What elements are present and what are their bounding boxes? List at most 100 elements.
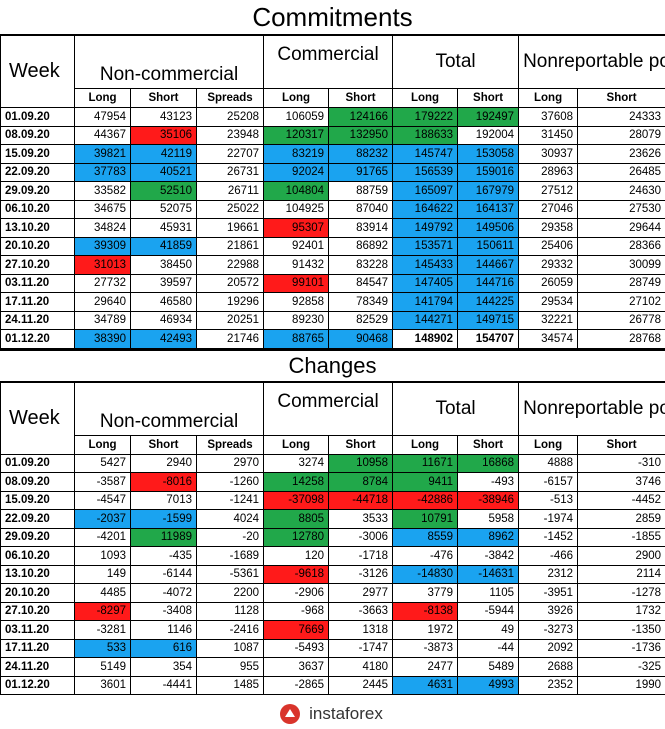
nr-long-cell: 37608 (518, 107, 579, 127)
nr-short-cell: -310 (577, 453, 665, 473)
nr-short-cell: 24630 (577, 181, 665, 201)
comm-short-cell: 83914 (328, 218, 394, 238)
week-cell: 20.10.20 (0, 236, 75, 256)
week-cell: 20.10.20 (0, 583, 75, 603)
comm-long-cell: 89230 (263, 310, 330, 330)
nr-long-cell: -466 (518, 546, 579, 566)
comm-short-cell: -3126 (328, 564, 394, 584)
nr-short-cell: 24333 (577, 107, 665, 127)
nr-short-cell: 29644 (577, 218, 665, 238)
total-short-cell: 5489 (457, 657, 520, 677)
nc-short-cell: 1146 (130, 620, 197, 640)
total-long-cell: 8559 (392, 527, 459, 547)
week-cell: 24.11.20 (0, 657, 75, 677)
comm-long-cell: 92401 (263, 236, 330, 256)
nc-spreads-cell: 20251 (195, 310, 265, 330)
total-short-cell: 192004 (457, 125, 520, 145)
table-row: 08.09.20 44367 35106 23948 120317 132950 18863… (0, 125, 665, 145)
commitments-table: Week Non-commercial Commercial Total Non… (0, 35, 665, 349)
comm-long-cell: 7669 (263, 620, 330, 640)
week-cell: 06.10.20 (0, 546, 75, 566)
total-long-cell: 147405 (392, 273, 459, 293)
total-long-cell: 165097 (392, 181, 459, 201)
comm-long-cell: -2906 (263, 583, 330, 603)
nr-short-cell: 30099 (577, 255, 665, 275)
total-short-cell: -3842 (457, 546, 520, 566)
nr-long-cell: 2092 (518, 638, 579, 658)
table-row: 01.09.20 5427 2940 2970 3274 10958 11671 16868 4… (0, 453, 665, 473)
comm-long-cell: 120 (263, 546, 330, 566)
week-cell: 03.11.20 (0, 620, 75, 640)
nr-long-cell: 25406 (518, 236, 579, 256)
nc-spreads-cell: 955 (195, 657, 265, 677)
total-short-cell: 153058 (457, 144, 520, 164)
nr-short-cell: 26485 (577, 162, 665, 182)
comm-short-cell: 87040 (328, 199, 394, 219)
nc-spreads-cell: 1128 (195, 601, 265, 621)
nr-long-cell: 2312 (518, 564, 579, 584)
nr-short-cell: 1732 (577, 601, 665, 621)
nr-long-cell: 3926 (518, 601, 579, 621)
total-long-cell: 153571 (392, 236, 459, 256)
nc-short-cell: -4441 (130, 675, 197, 695)
nc-short-cell: 52075 (130, 199, 197, 219)
nc-spreads-cell: -5361 (195, 564, 265, 584)
table-row: 08.09.20 -3587 -8016 -1260 14258 8784 9411 -493… (0, 472, 665, 492)
nc-spreads-cell: 20572 (195, 273, 265, 293)
total-short-cell: 150611 (457, 236, 520, 256)
nr-long-cell: 28963 (518, 162, 579, 182)
table-row: 15.09.20 -4547 7013 -1241 -37098 -44718 -42886… (0, 490, 665, 510)
nr-short-cell: 1990 (577, 675, 665, 695)
nc-long-cell: 47954 (74, 107, 131, 127)
total-short-cell: 149715 (457, 310, 520, 330)
nr-short-cell: 2114 (577, 564, 665, 584)
nr-long-cell: -6157 (518, 472, 579, 492)
nc-short-cell: 2940 (130, 453, 197, 473)
nc-short-cell: -435 (130, 546, 197, 566)
total-short-cell: 16868 (457, 453, 520, 473)
nc-spreads-cell: 21746 (195, 329, 265, 349)
nc-short-cell: 354 (130, 657, 197, 677)
table-row: 01.12.20 38390 42493 21746 88765 90468 148902 1… (0, 329, 665, 349)
comm-short-cell: 8784 (328, 472, 394, 492)
nc-spreads-cell: 2970 (195, 453, 265, 473)
table-row: 22.09.20 37783 40521 26731 92024 91765 156539 1… (0, 162, 665, 182)
nc-short-header: Short (130, 88, 197, 108)
nonreportable-header: Nonreportable positions (518, 35, 665, 89)
nr-short-cell: -4452 (577, 490, 665, 510)
week-cell: 17.11.20 (0, 638, 75, 658)
comm-short-cell: 88232 (328, 144, 394, 164)
total-long-cell: -14830 (392, 564, 459, 584)
nc-spreads-cell: 19661 (195, 218, 265, 238)
nr-short-cell: 2859 (577, 509, 665, 529)
week-cell: 03.11.20 (0, 273, 75, 293)
total-short-cell: 4993 (457, 675, 520, 695)
week-cell: 22.09.20 (0, 162, 75, 182)
nr-long-cell: 4888 (518, 453, 579, 473)
total-short-cell: -5944 (457, 601, 520, 621)
noncommercial-header: Non-commercial (73, 35, 265, 89)
nr-short-cell: 23626 (577, 144, 665, 164)
nr-short-header: Short (577, 434, 665, 455)
table-row: 13.10.20 34824 45931 19661 95307 83914 149792 1… (0, 218, 665, 238)
nr-short-cell: 2900 (577, 546, 665, 566)
nc-long-cell: 39821 (74, 144, 131, 164)
week-cell: 08.09.20 (0, 125, 75, 145)
nc-long-cell: 3601 (74, 675, 131, 695)
week-cell: 22.09.20 (0, 509, 75, 529)
comm-short-cell: 2977 (328, 583, 394, 603)
watermark: instaforex (243, 699, 419, 729)
table-row: 20.10.20 4485 -4072 2200 -2906 2977 3779 1105 -3… (0, 583, 665, 603)
comm-short-cell: 84547 (328, 273, 394, 293)
comm-long-cell: 104804 (263, 181, 330, 201)
nr-short-cell: 27530 (577, 199, 665, 219)
instaforex-logo-icon (280, 704, 301, 724)
total-long-cell: -8138 (392, 601, 459, 621)
total-short-cell: -14631 (457, 564, 520, 584)
changes-title: Changes (0, 348, 665, 382)
nc-long-cell: 5149 (74, 657, 131, 677)
nc-short-cell: 39597 (130, 273, 197, 293)
nc-short-cell: -6144 (130, 564, 197, 584)
nc-short-cell: 40521 (130, 162, 197, 182)
total-short-header: Short (457, 88, 520, 108)
